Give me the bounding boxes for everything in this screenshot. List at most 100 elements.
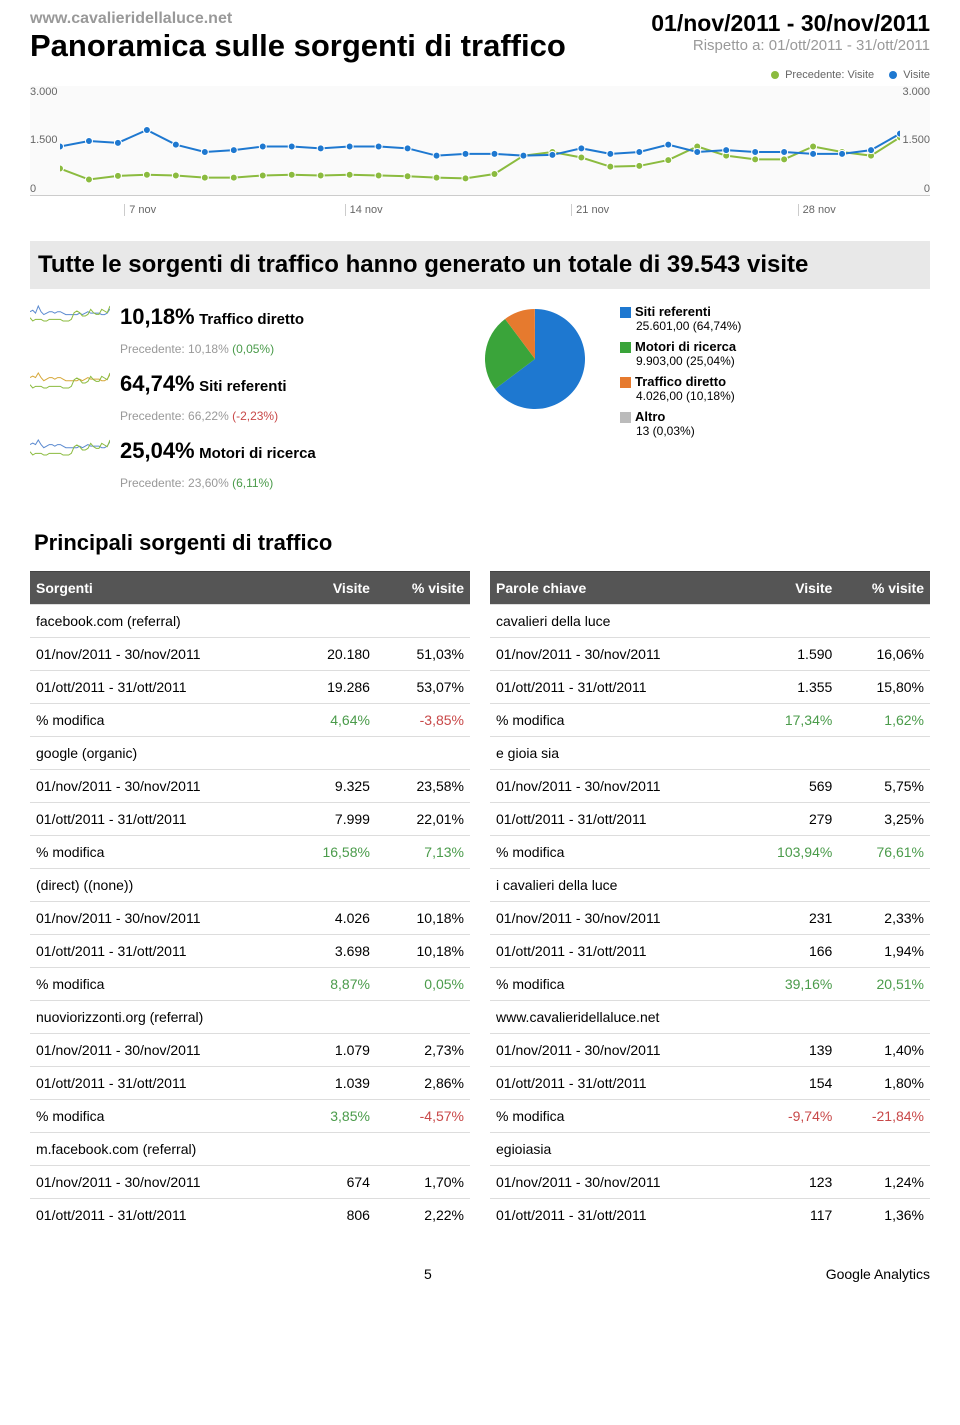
table-cell: 01/nov/2011 - 30/nov/2011 bbox=[490, 770, 742, 803]
table-cell: % modifica bbox=[30, 704, 289, 737]
pie-swatch bbox=[620, 412, 631, 423]
date-compare: Rispetto a: 01/ott/2011 - 31/ott/2011 bbox=[651, 37, 930, 54]
table-cell: 23,58% bbox=[376, 770, 470, 803]
kpi-label: Traffico diretto bbox=[199, 311, 304, 328]
table-cell: % modifica bbox=[30, 836, 289, 869]
table-cell: 01/nov/2011 - 30/nov/2011 bbox=[490, 902, 742, 935]
table-mod-row: % modifica4,64%-3,85% bbox=[30, 704, 470, 737]
table-cell: 01/nov/2011 - 30/nov/2011 bbox=[30, 770, 289, 803]
pie-swatch bbox=[620, 307, 631, 318]
table-cell: -9,74% bbox=[742, 1100, 838, 1133]
table-cell: 8,87% bbox=[289, 968, 376, 1001]
table-cell: 01/ott/2011 - 31/ott/2011 bbox=[30, 1067, 289, 1100]
table-row: 01/nov/2011 - 30/nov/20112312,33% bbox=[490, 902, 930, 935]
table-cell: 1.355 bbox=[742, 671, 838, 704]
table-cell: 76,61% bbox=[838, 836, 930, 869]
table-cell: % modifica bbox=[490, 836, 742, 869]
yaxis-right-2: 0 bbox=[924, 183, 930, 195]
table-cell: 3,85% bbox=[289, 1100, 376, 1133]
table-group-name: google (organic) bbox=[30, 737, 470, 770]
table-row: 01/ott/2011 - 31/ott/20113.69810,18% bbox=[30, 935, 470, 968]
pie-swatch bbox=[620, 377, 631, 388]
table-cell: -21,84% bbox=[838, 1100, 930, 1133]
table-cell: 01/ott/2011 - 31/ott/2011 bbox=[30, 803, 289, 836]
sources-table: SorgentiVisite% visitefacebook.com (refe… bbox=[30, 571, 470, 1231]
table-group-name: e gioia sia bbox=[490, 737, 930, 770]
pie-legend-label: Altro bbox=[635, 409, 665, 424]
table-row: 01/ott/2011 - 31/ott/20111171,36% bbox=[490, 1199, 930, 1232]
table-row: 01/ott/2011 - 31/ott/20111661,94% bbox=[490, 935, 930, 968]
table-cell: 22,01% bbox=[376, 803, 470, 836]
table-group-name: nuoviorizzonti.org (referral) bbox=[30, 1001, 470, 1034]
keywords-table: Parole chiaveVisite% visitecavalieri del… bbox=[490, 571, 930, 1231]
table-cell: 01/nov/2011 - 30/nov/2011 bbox=[490, 638, 742, 671]
table-mod-row: % modifica17,34%1,62% bbox=[490, 704, 930, 737]
table-cell: 01/ott/2011 - 31/ott/2011 bbox=[490, 935, 742, 968]
table-cell: 1,24% bbox=[838, 1166, 930, 1199]
table-row: 01/ott/2011 - 31/ott/20111541,80% bbox=[490, 1067, 930, 1100]
xtick-1: 14 nov bbox=[345, 204, 383, 216]
table-mod-row: % modifica103,94%76,61% bbox=[490, 836, 930, 869]
pie-legend-item: Siti referenti25.601,00 (64,74%) bbox=[620, 304, 741, 333]
table-cell: 19.286 bbox=[289, 671, 376, 704]
table-row: 01/nov/2011 - 30/nov/201120.18051,03% bbox=[30, 638, 470, 671]
table-cell: 9.325 bbox=[289, 770, 376, 803]
table-row: 01/ott/2011 - 31/ott/201119.28653,07% bbox=[30, 671, 470, 704]
table-cell: 1.590 bbox=[742, 638, 838, 671]
yaxis-right-1: 1.500 bbox=[902, 134, 930, 146]
table-cell: 4,64% bbox=[289, 704, 376, 737]
table-cell: 01/nov/2011 - 30/nov/2011 bbox=[490, 1166, 742, 1199]
table-cell: 1,62% bbox=[838, 704, 930, 737]
table-cell: 20.180 bbox=[289, 638, 376, 671]
table-cell: 01/ott/2011 - 31/ott/2011 bbox=[490, 1067, 742, 1100]
table-cell: 3.698 bbox=[289, 935, 376, 968]
table-cell: 39,16% bbox=[742, 968, 838, 1001]
pie-legend-item: Motori di ricerca9.903,00 (25,04%) bbox=[620, 339, 741, 368]
pie-legend-label: Siti referenti bbox=[635, 304, 711, 319]
table-header: Parole chiave bbox=[490, 572, 742, 605]
yaxis-right-0: 3.000 bbox=[902, 86, 930, 98]
table-cell: 117 bbox=[742, 1199, 838, 1232]
table-cell: % modifica bbox=[490, 704, 742, 737]
table-cell: 10,18% bbox=[376, 935, 470, 968]
table-group-name: m.facebook.com (referral) bbox=[30, 1133, 470, 1166]
table-cell: 01/ott/2011 - 31/ott/2011 bbox=[490, 1199, 742, 1232]
table-row: 01/ott/2011 - 31/ott/20111.0392,86% bbox=[30, 1067, 470, 1100]
footer-brand: Google Analytics bbox=[826, 1266, 930, 1282]
table-header: Visite bbox=[289, 572, 376, 605]
table-cell: 01/nov/2011 - 30/nov/2011 bbox=[30, 1034, 289, 1067]
kpi-percent: 25,04% bbox=[120, 438, 195, 463]
table-cell: % modifica bbox=[30, 968, 289, 1001]
legend-curr-dot bbox=[889, 71, 897, 79]
table-cell: 1,94% bbox=[838, 935, 930, 968]
table-row: 01/nov/2011 - 30/nov/20114.02610,18% bbox=[30, 902, 470, 935]
yaxis-left-2: 0 bbox=[30, 183, 36, 195]
table-group-name: i cavalieri della luce bbox=[490, 869, 930, 902]
table-row: 01/nov/2011 - 30/nov/20115695,75% bbox=[490, 770, 930, 803]
pie-swatch bbox=[620, 342, 631, 353]
table-header: Visite bbox=[742, 572, 838, 605]
kpi-previous: Precedente: 10,18% (0,05%) bbox=[120, 342, 480, 356]
table-cell: 17,34% bbox=[742, 704, 838, 737]
table-cell: 139 bbox=[742, 1034, 838, 1067]
table-cell: 7,13% bbox=[376, 836, 470, 869]
table-cell: 01/ott/2011 - 31/ott/2011 bbox=[30, 1199, 289, 1232]
table-group-name: (direct) ((none)) bbox=[30, 869, 470, 902]
table-cell: 1,70% bbox=[376, 1166, 470, 1199]
kpi-item: 25,04% Motori di ricerca bbox=[30, 438, 480, 464]
table-row: 01/ott/2011 - 31/ott/20111.35515,80% bbox=[490, 671, 930, 704]
yaxis-left-0: 3.000 bbox=[30, 86, 58, 98]
table-mod-row: % modifica16,58%7,13% bbox=[30, 836, 470, 869]
xtick-0: 7 nov bbox=[124, 204, 156, 216]
table-cell: -4,57% bbox=[376, 1100, 470, 1133]
table-cell: 3,25% bbox=[838, 803, 930, 836]
table-cell: -3,85% bbox=[376, 704, 470, 737]
table-cell: 1.079 bbox=[289, 1034, 376, 1067]
table-cell: 231 bbox=[742, 902, 838, 935]
pie-legend-item: Traffico diretto4.026,00 (10,18%) bbox=[620, 374, 741, 403]
pie-legend-value: 9.903,00 (25,04%) bbox=[636, 354, 741, 368]
table-cell: 53,07% bbox=[376, 671, 470, 704]
xtick-3: 28 nov bbox=[798, 204, 836, 216]
table-cell: 01/ott/2011 - 31/ott/2011 bbox=[30, 935, 289, 968]
page-number: 5 bbox=[30, 1266, 826, 1282]
